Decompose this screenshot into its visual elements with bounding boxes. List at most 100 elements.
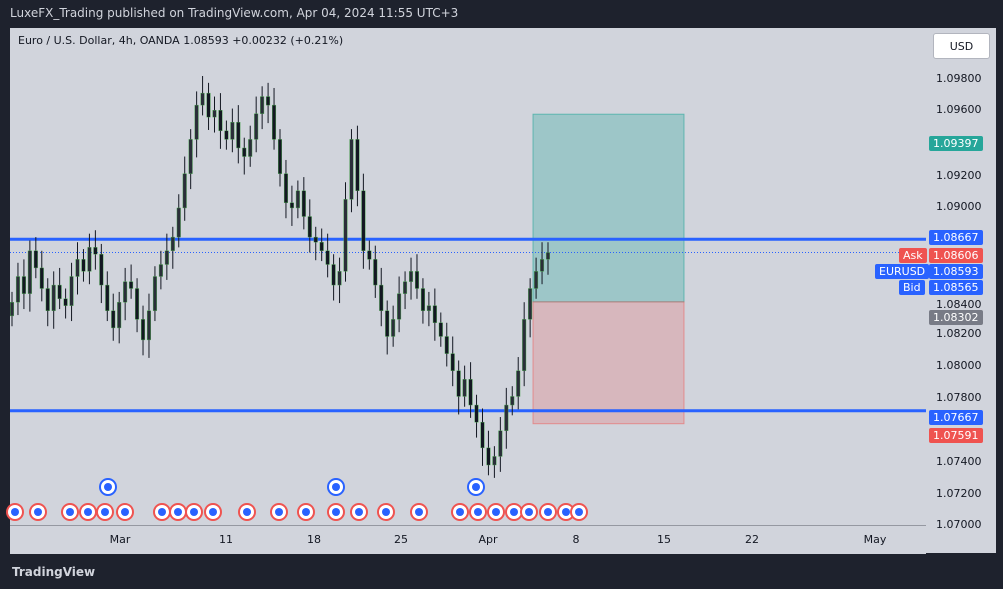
candle-body: [319, 242, 324, 251]
candle-body: [492, 456, 497, 466]
candle-body: [212, 110, 217, 118]
candle-body: [39, 267, 44, 289]
axis-corner: [926, 525, 996, 553]
support-price-tag: 1.07667: [929, 410, 983, 425]
candle-body: [75, 259, 80, 277]
event-flag-icon: [190, 508, 198, 516]
candle-body: [438, 322, 443, 337]
candle-body: [283, 173, 288, 204]
candle-body: [99, 254, 104, 286]
currency-button[interactable]: USD: [933, 33, 990, 59]
candle-body: [182, 173, 187, 209]
candle-body: [361, 190, 366, 251]
tradingview-logo: TradingView: [12, 565, 96, 579]
price-tick: 1.09600: [936, 103, 982, 116]
price-tick: 1.08200: [936, 327, 982, 340]
event-flag-icon: [101, 508, 109, 516]
event-flag-icon: [174, 508, 182, 516]
candle-body: [307, 216, 312, 238]
candle-body: [200, 92, 205, 106]
candle-body: [397, 293, 402, 320]
resistance-price-tag: 1.08667: [929, 230, 983, 245]
candle-body: [45, 288, 50, 311]
event-flag-icon: [415, 508, 423, 516]
candle-body: [224, 130, 229, 140]
candle-body: [81, 259, 86, 272]
price-tick: 1.07000: [936, 518, 982, 531]
time-tick: 25: [394, 533, 408, 546]
price-tick: 1.07400: [936, 455, 982, 468]
symbol-label: EURUSD: [875, 264, 930, 279]
time-tick: 18: [307, 533, 321, 546]
price-tick: 1.09800: [936, 72, 982, 85]
price-tick: 1.09200: [936, 169, 982, 182]
candle-body: [444, 336, 449, 354]
candle-body: [301, 190, 306, 217]
candle-body: [331, 264, 336, 286]
event-flag-icon: [11, 508, 19, 516]
candle-body: [528, 288, 533, 320]
time-tick: 22: [745, 533, 759, 546]
candle-body: [337, 271, 342, 286]
candle-body: [260, 96, 265, 114]
candle-body: [218, 110, 223, 132]
candle-body: [349, 139, 354, 200]
candle-body: [9, 302, 14, 317]
candle-body: [188, 139, 193, 174]
candle-body: [87, 247, 92, 272]
candle-body: [123, 281, 128, 303]
candle-body: [468, 379, 473, 406]
candle-body: [129, 281, 134, 289]
candle-body: [158, 264, 163, 277]
time-tick: Mar: [109, 533, 131, 546]
candle-body: [355, 139, 360, 192]
event-flag-icon: [562, 508, 570, 516]
event-flag-icon: [332, 508, 340, 516]
time-tick: 15: [657, 533, 671, 546]
candle-body: [391, 319, 396, 337]
candle-body: [385, 310, 390, 337]
candle-body: [504, 404, 509, 431]
candle-body: [135, 288, 140, 320]
price-tick: 1.08400: [936, 298, 982, 311]
candle-body: [343, 199, 348, 272]
stop-price-tag: 1.07591: [929, 428, 983, 443]
candle-body: [450, 353, 455, 371]
price-tick: 1.09000: [936, 200, 982, 213]
candle-body: [236, 122, 241, 149]
event-flag-icon: [121, 508, 129, 516]
candle-body: [432, 305, 437, 323]
event-flag-icon: [66, 508, 74, 516]
candle-body: [248, 139, 253, 157]
time-axis[interactable]: [10, 525, 926, 554]
candle-body: [510, 396, 515, 406]
candle-body: [420, 288, 425, 311]
time-tick: 8: [572, 533, 580, 546]
candle-body: [57, 284, 62, 299]
candle-body: [27, 250, 32, 294]
candle-body: [409, 271, 414, 282]
event-flag-icon: [34, 508, 42, 516]
candle-body: [278, 139, 283, 174]
candle-body: [176, 207, 181, 238]
event-flag-icon: [158, 508, 166, 516]
candle-body: [426, 305, 431, 311]
candle-body: [486, 447, 491, 466]
candle-body: [170, 236, 175, 251]
candle-body: [516, 370, 521, 397]
candle-body: [546, 252, 551, 260]
loss-zone: [532, 301, 685, 425]
event-flag-icon: [332, 483, 340, 491]
candle-body: [206, 92, 211, 118]
candle-body: [367, 250, 372, 260]
event-flag-icon: [355, 508, 363, 516]
candle-body: [414, 271, 419, 289]
candle-body: [111, 310, 116, 329]
candle-body: [266, 96, 271, 106]
symbol-legend: Euro / U.S. Dollar, 4h, OANDA 1.08593 +0…: [18, 34, 344, 47]
candle-body: [379, 284, 384, 311]
last-price-tag: 1.08593: [929, 264, 983, 279]
event-flag-icon: [474, 508, 482, 516]
candle-body: [105, 284, 110, 311]
candle-body: [272, 104, 277, 140]
